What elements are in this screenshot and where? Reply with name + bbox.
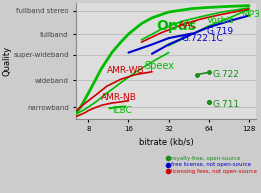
Text: Speex: Speex xyxy=(144,61,174,71)
Text: MP3: MP3 xyxy=(241,10,260,19)
Text: G.719: G.719 xyxy=(207,27,234,36)
Text: G.711: G.711 xyxy=(212,100,239,109)
Text: iLBC: iLBC xyxy=(112,106,132,115)
Text: G.722: G.722 xyxy=(212,69,239,79)
Text: AMR-NB: AMR-NB xyxy=(101,93,137,102)
Y-axis label: Quality: Quality xyxy=(3,46,12,76)
Legend: royalty-free, open-source, free license, not open-source, licensing fees, not op: royalty-free, open-source, free license,… xyxy=(167,156,257,174)
Text: AAC: AAC xyxy=(179,21,197,30)
Text: Vorbis: Vorbis xyxy=(207,16,235,25)
Text: G.722.1C: G.722.1C xyxy=(182,34,223,43)
Text: Opus: Opus xyxy=(157,19,197,33)
Text: AMR-WB: AMR-WB xyxy=(107,65,144,74)
X-axis label: bitrate (kb/s): bitrate (kb/s) xyxy=(139,138,194,147)
